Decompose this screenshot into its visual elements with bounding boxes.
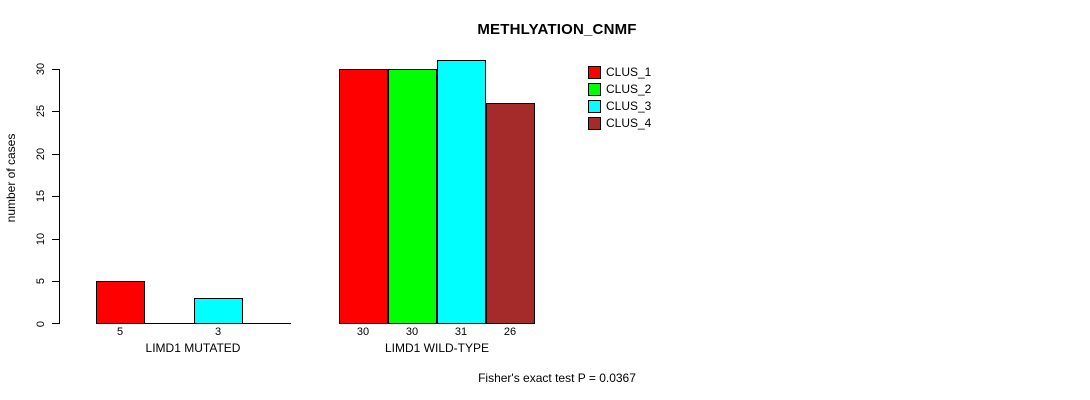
legend-label: CLUS_4 <box>606 116 652 130</box>
bar-value-label: 3 <box>214 326 222 338</box>
legend-label: CLUS_3 <box>606 99 652 113</box>
legend-swatch-clus2 <box>588 82 601 96</box>
y-tick-label: 10 <box>35 232 47 246</box>
y-axis-tick <box>52 196 59 197</box>
group1-baseline <box>96 323 291 324</box>
y-tick-label: 5 <box>35 277 47 285</box>
y-axis-tick <box>52 69 59 70</box>
y-tick-label: 15 <box>35 189 47 203</box>
y-axis-tick <box>52 111 59 112</box>
y-axis-tick <box>52 239 59 240</box>
legend-swatch-clus1 <box>588 65 601 79</box>
legend-item-clus4: CLUS_4 <box>588 116 652 130</box>
bar-value-label: 30 <box>405 326 419 338</box>
chart-title: METHLYATION_CNMF <box>477 21 637 38</box>
y-tick-label: 0 <box>35 320 47 328</box>
bar-value-label: 30 <box>356 326 370 338</box>
legend-label: CLUS_2 <box>606 82 652 96</box>
bar-wildtype-clus2 <box>388 69 437 324</box>
bar-wildtype-clus3 <box>437 60 486 324</box>
legend: CLUS_1 CLUS_2 CLUS_3 CLUS_4 <box>588 65 652 134</box>
legend-swatch-clus3 <box>588 99 601 113</box>
bar-mutated-clus1 <box>96 281 145 324</box>
y-axis-tick <box>52 281 59 282</box>
y-tick-label: 30 <box>35 62 47 76</box>
x-category-label-mutated: LIMD1 MUTATED <box>145 341 241 355</box>
legend-swatch-clus4 <box>588 116 601 130</box>
legend-item-clus2: CLUS_2 <box>588 82 652 96</box>
x-category-label-wildtype: LIMD1 WILD-TYPE <box>384 341 490 355</box>
y-axis-tick <box>52 323 59 324</box>
bar-wildtype-clus4 <box>486 103 535 324</box>
bar-value-label: 31 <box>454 326 468 338</box>
fisher-test-annotation: Fisher's exact test P = 0.0367 <box>478 371 636 385</box>
y-axis-line <box>59 69 60 324</box>
legend-item-clus3: CLUS_3 <box>588 99 652 113</box>
y-axis-label: number of cases <box>4 133 18 223</box>
y-axis-tick <box>52 154 59 155</box>
legend-label: CLUS_1 <box>606 65 652 79</box>
legend-item-clus1: CLUS_1 <box>588 65 652 79</box>
bar-wildtype-clus1 <box>339 69 388 324</box>
bar-value-label: 5 <box>116 326 124 338</box>
y-tick-label: 20 <box>35 147 47 161</box>
bar-mutated-clus3 <box>194 298 243 324</box>
bar-value-label: 26 <box>503 326 517 338</box>
y-tick-label: 25 <box>35 104 47 118</box>
